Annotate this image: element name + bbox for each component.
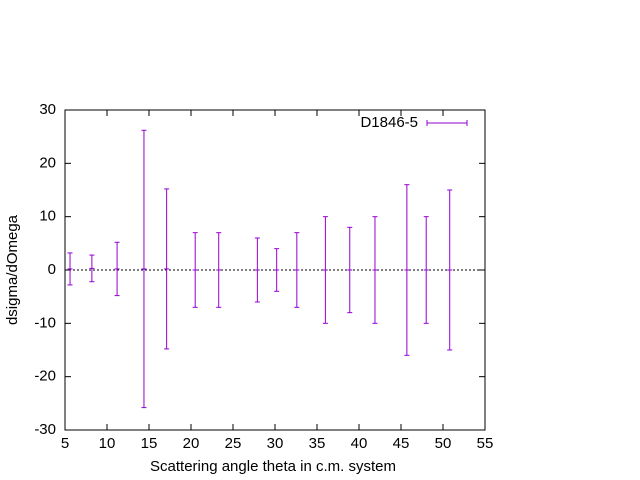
error-bar	[322, 216, 328, 324]
legend-label: D1846-5	[360, 114, 418, 131]
error-bar	[254, 237, 260, 303]
x-tick-label: 10	[99, 435, 116, 452]
error-bar	[423, 216, 429, 324]
error-bar	[372, 216, 378, 324]
error-bar	[447, 189, 453, 351]
x-tick-label: 55	[477, 435, 494, 452]
x-tick-label: 45	[393, 435, 410, 452]
y-tick-label: -20	[34, 368, 56, 385]
error-bar	[216, 232, 222, 308]
y-tick-label: 30	[39, 101, 56, 118]
error-bar	[404, 184, 410, 356]
x-axis-label: Scattering angle theta in c.m. system	[150, 458, 396, 475]
x-tick-label: 40	[351, 435, 368, 452]
error-bar	[164, 188, 170, 350]
error-bar	[67, 252, 73, 286]
error-bar	[274, 248, 280, 292]
y-tick-label: 0	[48, 261, 56, 278]
y-tick-label: 10	[39, 208, 56, 225]
y-tick-label: -10	[34, 314, 56, 331]
y-tick-label: 20	[39, 154, 56, 171]
x-tick-label: 25	[225, 435, 242, 452]
error-bar	[192, 232, 198, 308]
error-bar	[114, 241, 120, 297]
x-tick-label: 50	[435, 435, 452, 452]
x-tick-label: 20	[183, 435, 200, 452]
x-tick-label: 35	[309, 435, 326, 452]
y-tick-label: -30	[34, 421, 56, 438]
error-bar	[141, 129, 147, 409]
y-axis-label: dsigma/dOmega	[4, 214, 21, 325]
x-tick-label: 15	[141, 435, 158, 452]
error-bar	[347, 226, 353, 314]
error-bar	[89, 254, 95, 283]
x-tick-label: 5	[61, 435, 69, 452]
x-tick-label: 30	[267, 435, 284, 452]
error-bar	[294, 232, 300, 308]
